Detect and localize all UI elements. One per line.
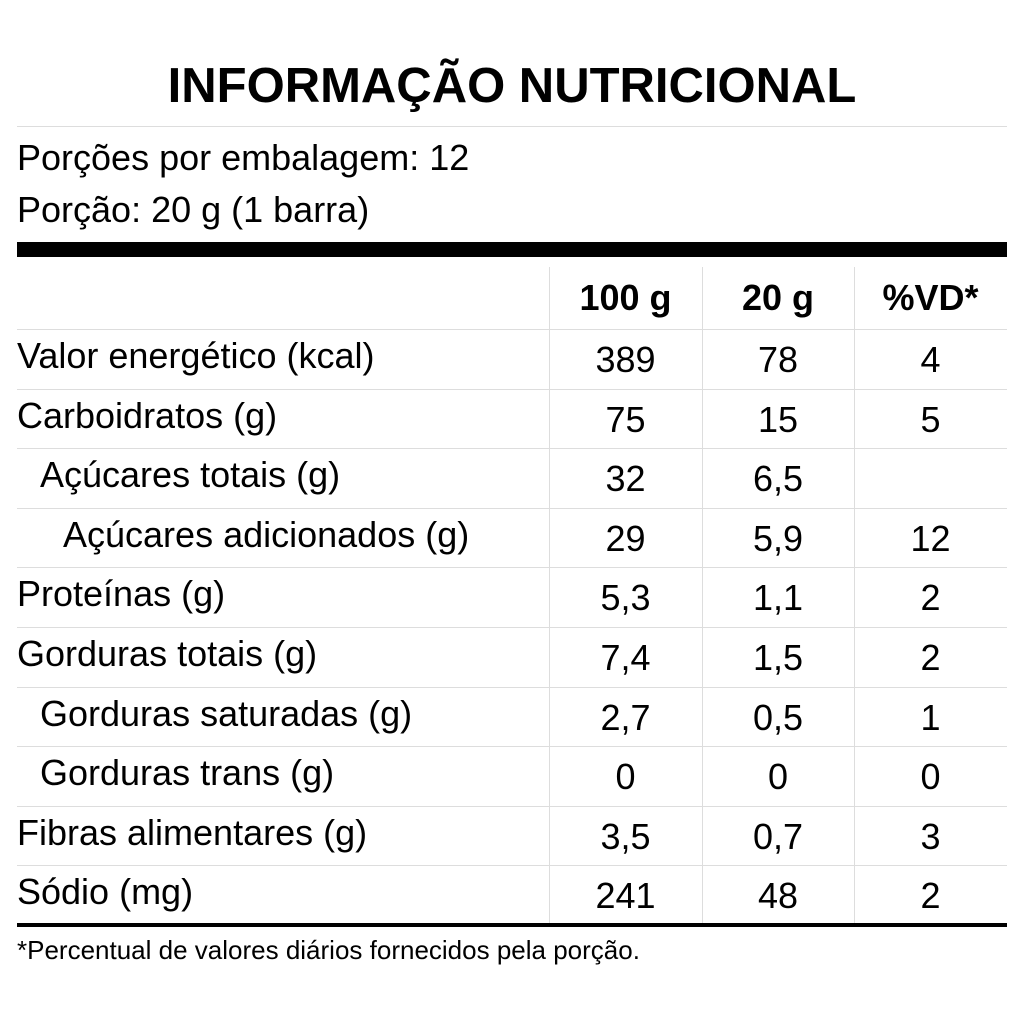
nutrient-value: 5 — [920, 398, 941, 440]
nutrient-value: 1,1 — [752, 577, 804, 619]
row-divider — [17, 686, 1007, 688]
footnote: *Percentual de valores diários fornecido… — [17, 935, 640, 965]
nutrient-label: Sódio (mg) — [17, 871, 194, 913]
nutrient-value: 0 — [615, 756, 636, 798]
nutrient-value: 0,7 — [752, 815, 804, 857]
column-header: %VD* — [882, 277, 979, 318]
nutrient-label: Carboidratos (g) — [17, 394, 278, 436]
nutrient-value: 1 — [920, 696, 941, 738]
nutrient-value: 32 — [605, 458, 646, 500]
column-header: 100 g — [579, 277, 672, 318]
servings-per-package: Porções por embalagem: 12 — [17, 137, 470, 178]
nutrient-value: 7,4 — [600, 637, 651, 678]
divider — [17, 126, 1007, 127]
row-divider — [17, 388, 1007, 390]
nutrient-value: 3 — [920, 815, 941, 857]
nutrient-label: Gorduras saturadas (g) — [40, 692, 413, 734]
row-divider — [17, 448, 1007, 450]
nutrient-value: 2 — [920, 577, 941, 619]
row-divider — [17, 627, 1007, 628]
nutrient-value: 0 — [920, 756, 941, 798]
row-divider — [17, 507, 1007, 509]
nutrient-label: Fibras alimentares (g) — [17, 811, 368, 853]
nutrient-label: Gorduras trans (g) — [40, 752, 335, 794]
row-divider — [17, 865, 1007, 867]
nutrient-value: 0,5 — [752, 696, 804, 738]
nutrient-value: 5,3 — [600, 577, 651, 619]
nutrient-value: 6,5 — [752, 458, 804, 500]
nutrient-value: 2,7 — [600, 696, 651, 738]
thick-rule — [17, 242, 1007, 257]
nutrient-value: 389 — [595, 339, 656, 380]
column-header: 20 g — [741, 277, 815, 318]
nutrient-value: 2 — [920, 875, 941, 917]
row-divider — [17, 746, 1007, 748]
nutrient-label: Valor energético (kcal) — [17, 335, 375, 376]
nutrient-value: 48 — [757, 875, 799, 917]
nutrient-value: 5,9 — [752, 517, 804, 559]
nutrient-value: 2 — [920, 637, 941, 678]
bottom-rule — [17, 923, 1007, 927]
serving-size: Porção: 20 g (1 barra) — [17, 189, 370, 230]
nutrient-label: Gorduras totais (g) — [17, 633, 318, 674]
nutrient-value: 0 — [767, 756, 789, 798]
column-divider — [702, 267, 703, 925]
row-divider — [17, 329, 1007, 330]
nutrient-value: 12 — [910, 517, 951, 559]
title: INFORMAÇÃO NUTRICIONAL — [167, 59, 857, 113]
nutrient-value: 4 — [920, 339, 941, 380]
column-divider — [549, 267, 550, 925]
nutrient-value: 241 — [595, 875, 656, 917]
nutrient-label: Proteínas (g) — [17, 573, 226, 615]
column-divider — [854, 267, 855, 925]
nutrient-label: Açúcares adicionados (g) — [63, 513, 470, 555]
nutrient-value: 75 — [605, 398, 646, 440]
nutrient-value: 1,5 — [752, 637, 804, 678]
nutrient-label: Açúcares totais (g) — [40, 454, 341, 496]
nutrient-value: 15 — [757, 398, 799, 440]
row-divider — [17, 567, 1007, 569]
nutrient-value: 29 — [605, 517, 646, 559]
nutrient-value: 3,5 — [600, 815, 651, 857]
row-divider — [17, 805, 1007, 807]
nutrient-value: 78 — [757, 339, 799, 380]
